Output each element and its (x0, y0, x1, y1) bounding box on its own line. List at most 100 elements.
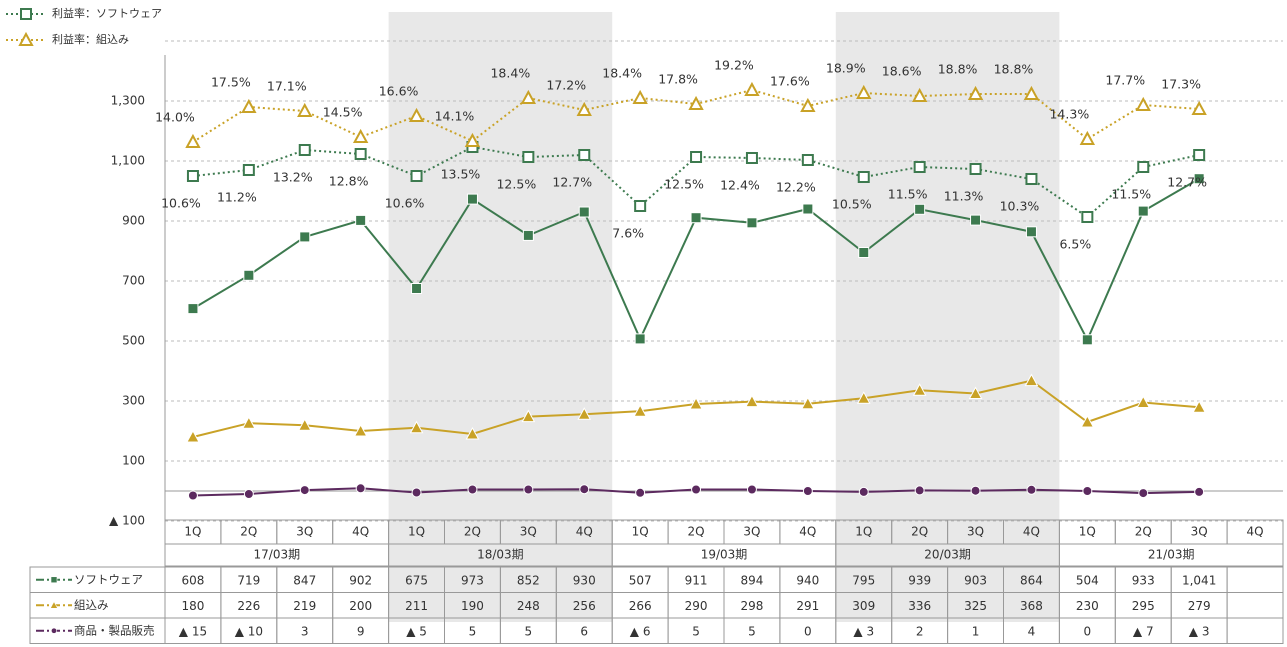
group-label: 17/03期 (254, 548, 301, 562)
marker (689, 396, 703, 410)
marker (634, 333, 646, 345)
x-tick-label: 4Q (1247, 525, 1264, 539)
table-value: ▲ 7 (1133, 624, 1154, 638)
marker (355, 483, 366, 494)
y-tick-label: 1,300 (111, 94, 145, 108)
table-value: 3 (301, 624, 309, 638)
legend-marker (18, 31, 34, 46)
table-value: 940 (796, 573, 819, 587)
marker (633, 404, 647, 417)
marker (355, 214, 367, 226)
marker (1080, 414, 1095, 428)
table-value: 911 (685, 573, 708, 587)
data-label: 14.3% (1049, 107, 1089, 122)
x-tick-label: 3Q (1191, 525, 1208, 539)
legend-marker (20, 8, 32, 20)
table-value: 6 (580, 624, 588, 638)
table-value: 933 (1132, 573, 1155, 587)
marker (242, 164, 255, 176)
table-value: 0 (804, 624, 812, 638)
data-label: 18.4% (490, 66, 530, 81)
marker (1193, 149, 1206, 161)
table-value: 5 (692, 624, 700, 638)
data-label: 14.5% (323, 105, 363, 120)
data-label: 14.0% (155, 110, 195, 125)
data-label: 7.6% (612, 226, 644, 241)
marker (578, 149, 591, 161)
y-tick-label: 300 (122, 394, 145, 408)
data-label: 10.3% (1000, 199, 1040, 214)
table-cell (1226, 617, 1284, 644)
marker (635, 487, 646, 498)
marker (1026, 484, 1037, 495)
data-label: 18.8% (938, 62, 978, 77)
marker (1081, 211, 1094, 223)
data-label: 12.4% (720, 178, 760, 193)
data-label: 13.2% (273, 170, 313, 185)
marker (744, 81, 760, 96)
marker (1191, 100, 1207, 115)
table-value: 903 (964, 573, 987, 587)
table-value: 325 (964, 599, 987, 613)
table-value: 298 (740, 599, 763, 613)
data-label: 19.2% (714, 58, 754, 73)
group-label: 19/03期 (701, 548, 748, 562)
marker (411, 487, 422, 498)
x-tick-label: 3Q (967, 525, 984, 539)
marker (1135, 96, 1151, 111)
marker (746, 484, 757, 495)
marker (634, 200, 647, 212)
table-value: 230 (1076, 599, 1099, 613)
table-cell (1226, 592, 1284, 619)
legend-label: ソフトウェア (74, 572, 143, 586)
marker (521, 409, 536, 423)
marker (186, 429, 200, 443)
table-value: 336 (908, 599, 931, 613)
data-label: 17.2% (546, 78, 586, 93)
y-tick-label: 500 (122, 334, 145, 348)
marker (1025, 226, 1037, 238)
legend-marker (50, 576, 58, 584)
data-label: 18.6% (882, 64, 922, 79)
marker (745, 394, 759, 408)
x-tick-label: 4Q (799, 525, 816, 539)
x-tick-label: 3Q (296, 525, 313, 539)
x-tick-label: 1Q (855, 525, 872, 539)
y-tick-label: 100 (122, 454, 145, 468)
marker (913, 161, 926, 173)
marker (1193, 173, 1205, 185)
marker (1079, 130, 1096, 145)
data-label: 17.3% (1161, 77, 1201, 92)
data-label: 12.8% (329, 174, 369, 189)
marker (969, 163, 982, 175)
x-tick-label: 4Q (352, 525, 369, 539)
marker (297, 418, 312, 431)
table-value: 368 (1020, 599, 1043, 613)
data-label: 17.1% (267, 79, 307, 94)
table-value: 973 (461, 573, 484, 587)
x-tick-label: 4Q (576, 525, 593, 539)
x-tick-label: 3Q (743, 525, 760, 539)
marker (299, 485, 310, 496)
table-value: ▲ 3 (1189, 624, 1210, 638)
table-value: 291 (796, 599, 819, 613)
data-label: 12.2% (776, 180, 816, 195)
marker (298, 144, 311, 156)
marker (856, 391, 871, 404)
marker (408, 107, 425, 122)
marker (354, 148, 367, 160)
marker (410, 170, 423, 182)
marker (1138, 488, 1149, 499)
table-value: 226 (237, 599, 260, 613)
table-value: 211 (405, 599, 428, 613)
marker (466, 193, 478, 205)
data-label: 13.5% (441, 167, 481, 182)
marker (186, 170, 199, 182)
table-value: ▲ 3 (853, 624, 874, 638)
marker (970, 485, 981, 496)
marker (914, 203, 926, 215)
group-label: 18/03期 (477, 548, 524, 562)
x-tick-label: 2Q (911, 525, 928, 539)
marker (967, 85, 984, 100)
marker (241, 98, 257, 113)
